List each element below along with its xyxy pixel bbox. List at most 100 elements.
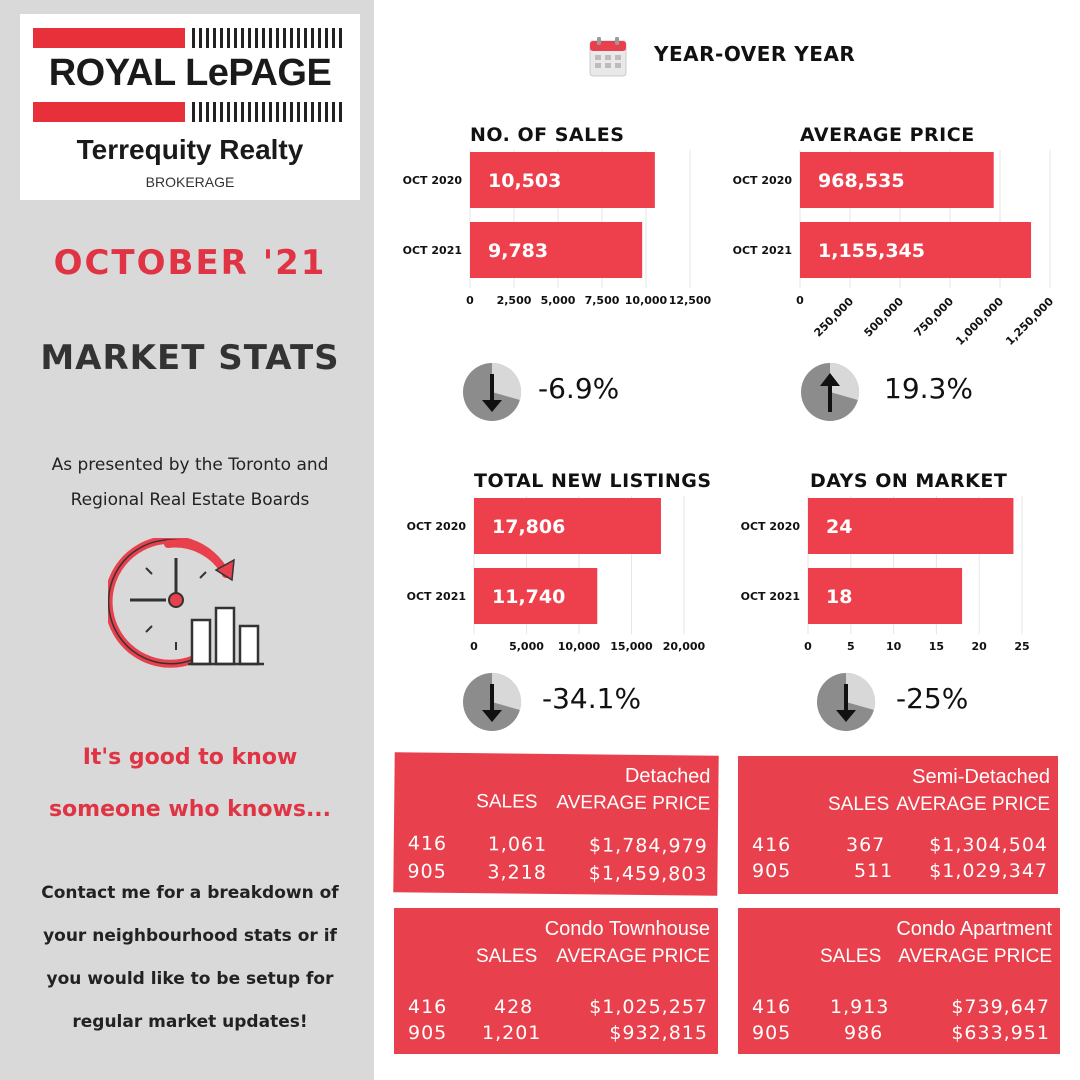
chart-title: DAYS ON MARKET [810, 470, 1008, 492]
contact-line-1: Contact me for a breakdown of [41, 883, 339, 903]
tick-label: 0 [466, 294, 474, 307]
down-arrow-icon [463, 672, 522, 731]
tick-label: 5,000 [509, 640, 544, 653]
sales: 428 [494, 996, 534, 1018]
table-condo-apartment: Condo Apartment SALES AVERAGE PRICE 416 … [738, 908, 1060, 1054]
average-price-header: AVERAGE PRICE [896, 794, 1050, 815]
bar [800, 152, 994, 208]
bar [474, 568, 598, 624]
tick-label: 12,500 [669, 294, 712, 307]
data-label: 10,503 [488, 170, 561, 192]
change-average-price: 19.3% [884, 372, 973, 405]
data-label: 24 [826, 516, 852, 538]
change-total-new-listings: -34.1% [542, 682, 642, 715]
source-line-2: Regional Real Estate Boards [70, 490, 310, 510]
average-price: $739,647 [951, 996, 1050, 1018]
sales: 1,913 [830, 996, 890, 1018]
average-price-header: AVERAGE PRICE [556, 946, 710, 967]
table-title: Condo Townhouse [544, 918, 710, 940]
category-label: OCT 2021 [733, 244, 792, 257]
tick-label: 750,000 [911, 295, 956, 340]
tick-label: 15 [929, 640, 944, 653]
logo-red-bar-top [33, 28, 185, 48]
tick-label: 0 [796, 294, 804, 307]
average-price: $932,815 [609, 1022, 708, 1044]
bar [808, 498, 1014, 554]
category-label: OCT 2020 [407, 520, 467, 533]
region: 905 [752, 1022, 792, 1044]
change-no-of-sales: -6.9% [538, 372, 620, 405]
report-month: OCTOBER '21 [53, 243, 327, 283]
chart-canvas: OCT 2020 10,503 OCT 2021 9,783 0 2,500 5,000 7,… [403, 150, 712, 307]
brand-logo: ROYAL LePAGE Terrequity Realty BROKERAGE [20, 14, 360, 200]
data-label: 1,155,345 [818, 240, 925, 262]
contact-line-4: regular market updates! [72, 1012, 308, 1032]
table-title: Semi-Detached [912, 766, 1050, 788]
sales-header: SALES [476, 946, 538, 967]
data-label: 9,783 [488, 240, 548, 262]
bar [800, 222, 1032, 278]
category-label: OCT 2020 [403, 174, 463, 187]
up-arrow-icon [801, 362, 860, 421]
sales-header: SALES [476, 791, 538, 813]
calendar-icon [589, 37, 627, 77]
chart-title: NO. OF SALES [470, 124, 625, 146]
chart-canvas: OCT 2020 24 OCT 2021 18 0 5 10 15 20 25 [741, 496, 1030, 653]
tick-label: 250,000 [811, 295, 856, 340]
average-price: $1,304,504 [929, 834, 1048, 856]
left-panel: ROYAL LePAGE Terrequity Realty BROKERAGE… [0, 0, 374, 1080]
tick-label: 10,000 [558, 640, 601, 653]
sales: 1,201 [482, 1022, 542, 1044]
table-row: 416 1,061 $1,784,979 [394, 832, 718, 857]
sales-header: SALES [828, 794, 890, 815]
tick-label: 10,000 [625, 294, 668, 307]
tick-label: 10 [886, 640, 902, 653]
chart-total-new-listings: TOTAL NEW LISTINGS OCT 2020 17,806 OCT 202… [374, 466, 714, 666]
table-condo-townhouse: Condo Townhouse SALES AVERAGE PRICE 416 … [394, 908, 718, 1054]
logo-brokerage: BROKERAGE [145, 174, 235, 190]
bar [470, 152, 655, 208]
tagline-line-1: It's good to know [82, 745, 298, 770]
table-title: Detached [624, 764, 711, 788]
region: 416 [408, 996, 448, 1018]
logo-stripes-top [192, 28, 346, 48]
table-row: 905 3,218 $1,459,803 [394, 860, 718, 885]
header-title: YEAR-OVER YEAR [654, 42, 856, 66]
table-detached: Detached SALES AVERAGE PRICE 416 1,061 $… [393, 752, 719, 896]
contact-line-2: your neighbourhood stats or if [43, 926, 337, 946]
sales: 367 [846, 834, 886, 856]
tick-label: 2,500 [497, 294, 532, 307]
logo-red-bar-bottom [33, 102, 185, 122]
chart-title: TOTAL NEW LISTINGS [474, 470, 712, 492]
data-label: 968,535 [818, 170, 905, 192]
average-price: $1,025,257 [589, 996, 708, 1018]
average-price-header: AVERAGE PRICE [556, 792, 711, 815]
average-price: $1,459,803 [588, 862, 708, 886]
region: 905 [407, 860, 447, 883]
sales: 986 [844, 1022, 884, 1044]
region: 416 [752, 996, 792, 1018]
average-price: $633,951 [951, 1022, 1050, 1044]
data-label: 17,806 [492, 516, 565, 538]
right-panel: YEAR-OVER YEAR NO. OF SALES OCT 2020 10,5… [374, 0, 1080, 1080]
sales-header: SALES [820, 946, 882, 967]
chart-no-of-sales: NO. OF SALES OCT 2020 10,503 OCT 2021 9,783… [374, 118, 714, 348]
tick-label: 0 [804, 640, 812, 653]
bar [470, 222, 643, 278]
down-arrow-icon [817, 672, 876, 731]
chart-title: AVERAGE PRICE [800, 124, 975, 146]
chart-days-on-market: DAYS ON MARKET OCT 2020 24 OCT 2021 18 0 5 10 1… [704, 466, 1080, 666]
tagline-line-2: someone who knows... [48, 797, 332, 822]
clock-chart-icon [108, 538, 264, 668]
category-label: OCT 2021 [403, 244, 462, 257]
category-label: OCT 2021 [407, 590, 466, 603]
category-label: OCT 2021 [741, 590, 800, 603]
category-label: OCT 2020 [733, 174, 793, 187]
logo-stripes-bottom [192, 102, 346, 122]
tick-label: 20 [972, 640, 988, 653]
tick-label: 1,000,000 [953, 295, 1006, 348]
tagline: It's good to know someone who knows... [0, 732, 380, 836]
tick-label: 25 [1014, 640, 1029, 653]
page-title: MARKET STATS [40, 338, 340, 378]
table-title: Condo Apartment [896, 918, 1052, 940]
